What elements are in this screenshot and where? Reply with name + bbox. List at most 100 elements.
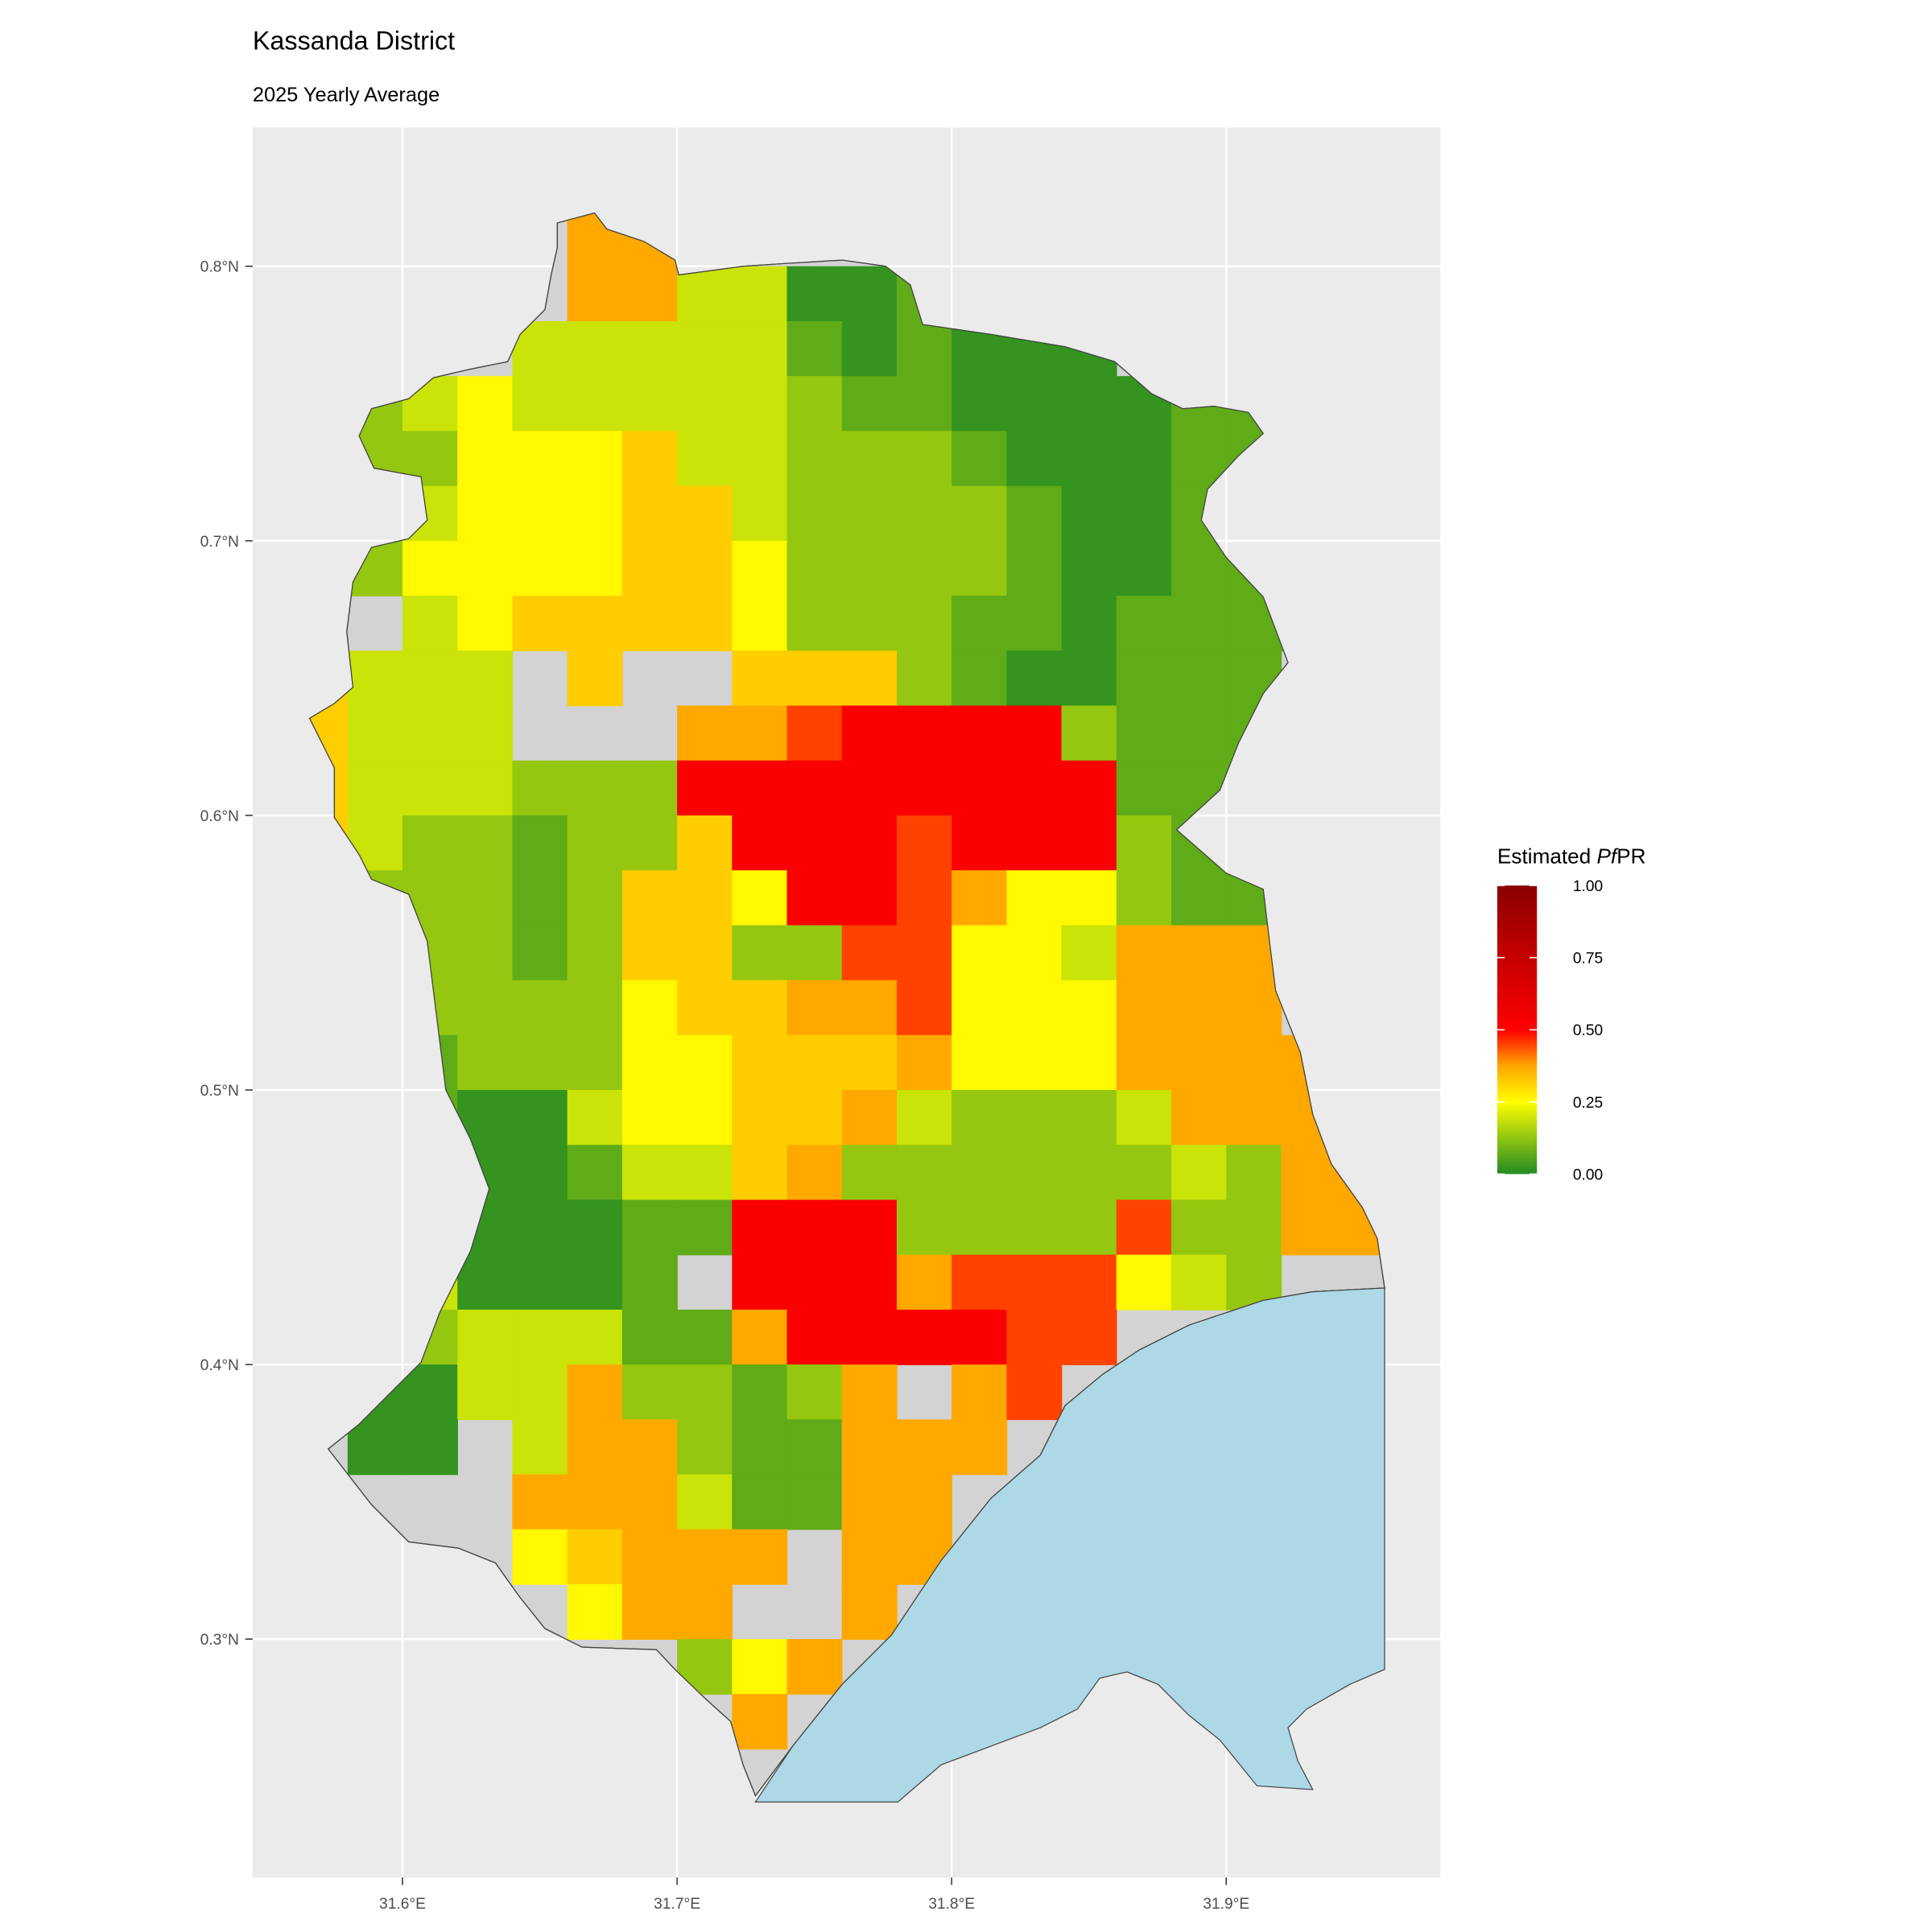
raster-cell — [677, 760, 733, 816]
raster-cell — [1006, 705, 1063, 762]
raster-cell — [841, 376, 898, 432]
raster-cell — [512, 1474, 568, 1530]
raster-cell — [952, 485, 1008, 542]
raster-cell — [896, 705, 952, 762]
raster-cell — [841, 485, 898, 542]
raster-cell — [621, 266, 678, 322]
raster-cell — [1116, 870, 1172, 927]
raster-cell — [896, 596, 952, 652]
raster-cell — [567, 1090, 623, 1146]
raster-cell — [1006, 1199, 1063, 1256]
raster-cell — [621, 485, 678, 542]
raster-cell — [512, 485, 568, 542]
raster-cell — [621, 980, 678, 1036]
raster-cell — [786, 1034, 843, 1091]
raster-cell — [347, 705, 403, 762]
raster-cell — [1116, 1254, 1172, 1311]
raster-cell — [732, 1364, 788, 1421]
legend: Estimated PfPR 1.00 0.75 0.50 0.25 0.00 — [1497, 844, 1646, 1183]
raster-cell — [952, 540, 1008, 597]
raster-cell — [1006, 1364, 1063, 1421]
raster-cell — [896, 925, 952, 981]
raster-cell — [786, 870, 843, 927]
raster-cell — [567, 1364, 623, 1421]
raster-cell — [1171, 1254, 1227, 1311]
raster-cell — [1061, 431, 1117, 487]
raster-cell — [952, 815, 1008, 871]
raster-cell — [841, 431, 898, 487]
raster-cell — [786, 431, 843, 487]
raster-cell — [677, 705, 733, 762]
raster-cell — [786, 1309, 843, 1365]
raster-cell — [567, 1145, 623, 1201]
raster-cell — [347, 650, 403, 707]
raster-cell — [732, 705, 788, 762]
raster-cell — [841, 760, 898, 816]
raster-cell — [896, 1090, 952, 1146]
raster-cell — [952, 376, 1008, 432]
raster-cell — [1171, 925, 1227, 981]
raster-cell — [621, 1583, 678, 1640]
raster-cell — [1116, 1090, 1172, 1146]
raster-cell — [1116, 1199, 1172, 1256]
raster-cell — [512, 540, 568, 597]
raster-cell — [621, 1145, 678, 1201]
raster-cell — [457, 650, 514, 707]
raster-cell — [567, 1529, 623, 1585]
raster-cell — [952, 1145, 1008, 1201]
raster-cell — [952, 925, 1008, 981]
raster-cell — [1061, 760, 1117, 816]
raster-cell — [457, 1309, 514, 1365]
x-tick-label: 31.9°E — [1203, 1896, 1249, 1913]
raster-cell — [402, 760, 458, 816]
raster-cell — [732, 1694, 788, 1750]
raster-cell — [952, 596, 1008, 652]
raster-cell — [512, 925, 568, 981]
raster-cell — [952, 1364, 1008, 1421]
raster-cell — [952, 760, 1008, 816]
raster-cell — [896, 1419, 952, 1476]
raster-cell — [512, 760, 568, 816]
raster-cell — [1061, 1254, 1117, 1311]
raster-cell — [732, 376, 788, 432]
raster-cell — [512, 1309, 568, 1365]
raster-cell — [786, 815, 843, 871]
raster-cell — [512, 1254, 568, 1311]
raster-cell — [1006, 596, 1063, 652]
raster-cell — [677, 1309, 733, 1365]
raster-cell — [732, 320, 788, 377]
raster-cell — [1116, 431, 1172, 487]
raster-cell — [457, 596, 514, 652]
raster-cell — [621, 1199, 678, 1256]
raster-cell — [567, 1309, 623, 1365]
raster-cell — [1171, 431, 1227, 487]
raster-cell — [732, 1529, 788, 1585]
raster-cell — [512, 980, 568, 1036]
raster-cell — [1226, 980, 1282, 1036]
raster-cell — [896, 650, 952, 707]
raster-cell — [567, 320, 623, 377]
legend-title: Estimated PfPR — [1497, 844, 1646, 868]
raster-cell — [952, 705, 1008, 762]
raster-cell — [1116, 815, 1172, 871]
raster-cell — [1116, 1034, 1172, 1091]
raster-cell — [896, 485, 952, 542]
raster-cell — [1006, 1254, 1063, 1311]
raster-cell — [621, 1364, 678, 1421]
lake-water — [754, 1287, 1385, 1803]
raster-cell — [621, 870, 678, 927]
raster-cell — [1006, 376, 1063, 432]
raster-cell — [457, 980, 514, 1036]
raster-cell — [952, 650, 1008, 707]
raster-cell — [567, 925, 623, 981]
raster-cell — [457, 431, 514, 487]
raster-cell — [841, 1364, 898, 1421]
raster-cell — [677, 1364, 733, 1421]
raster-cell — [621, 1529, 678, 1585]
raster-cell — [402, 705, 458, 762]
raster-cell — [677, 596, 733, 652]
raster-cell — [1006, 431, 1063, 487]
raster-cell — [952, 870, 1008, 927]
raster-cell — [567, 1583, 623, 1640]
